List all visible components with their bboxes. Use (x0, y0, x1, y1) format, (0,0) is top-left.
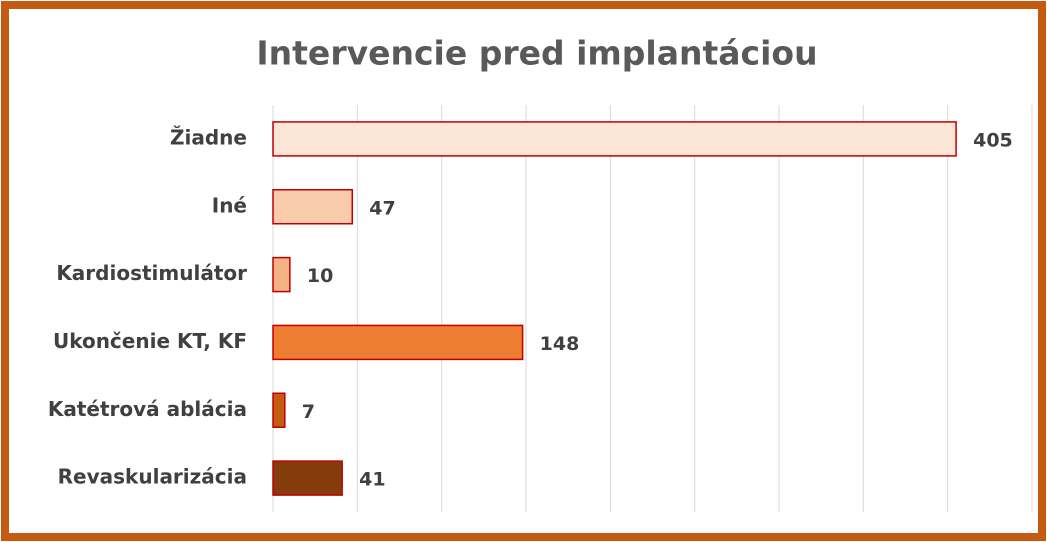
data-label: 7 (302, 401, 315, 423)
bar (272, 121, 957, 157)
y-tick-label: Katétrová ablácia (48, 397, 247, 421)
data-label: 47 (369, 197, 395, 219)
y-tick-label: Iné (212, 193, 247, 217)
bar (272, 256, 291, 293)
chart-title: Intervencie pred implantáciou (256, 34, 817, 73)
y-tick-label: Ukončenie KT, KF (53, 329, 247, 353)
bar (272, 460, 343, 496)
bar (272, 392, 286, 428)
bar (272, 189, 354, 225)
data-label: 148 (540, 333, 580, 355)
bar (272, 324, 524, 361)
data-label: 41 (359, 469, 385, 491)
y-tick-label: Revaskularizácia (58, 465, 247, 489)
data-label: 10 (307, 265, 333, 287)
data-label: 405 (973, 129, 1013, 151)
y-tick-label: Kardiostimulátor (56, 261, 247, 285)
y-tick-label: Žiadne (170, 125, 247, 149)
